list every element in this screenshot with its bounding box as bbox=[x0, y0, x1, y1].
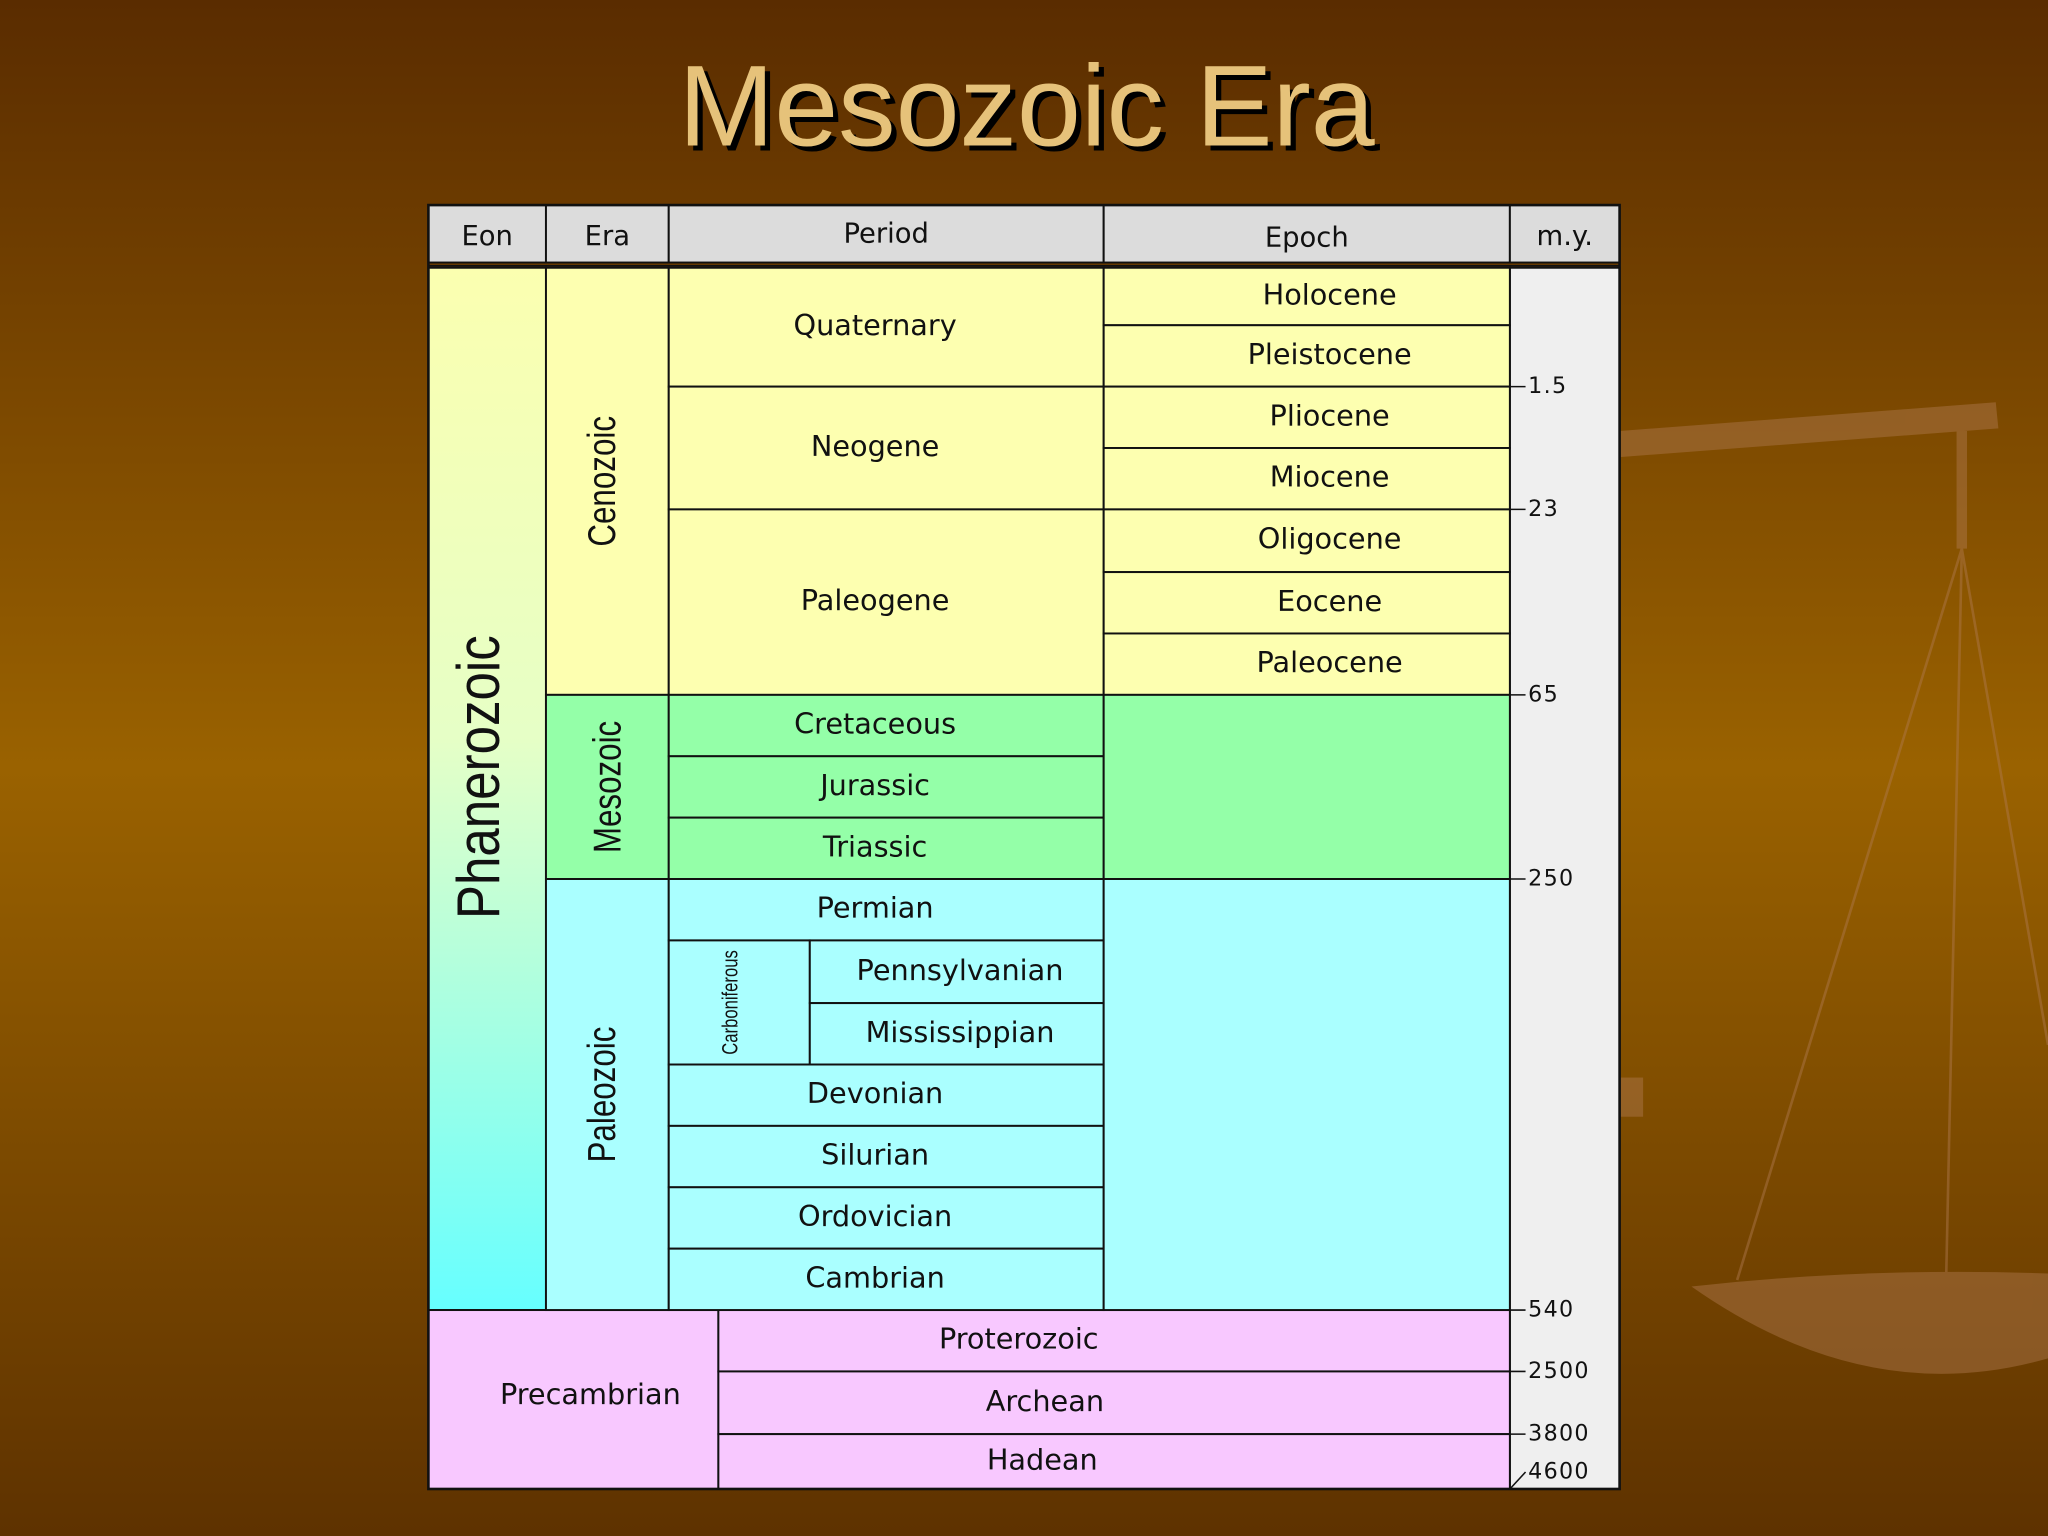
cell-label: Miocene bbox=[1270, 460, 1390, 494]
cell bbox=[717, 1309, 1511, 1373]
my-column bbox=[1508, 266, 1621, 1490]
header-cell bbox=[667, 204, 1105, 264]
cell bbox=[667, 693, 1105, 758]
cell bbox=[1102, 324, 1511, 388]
cell bbox=[667, 508, 1105, 696]
cell bbox=[1102, 693, 1511, 880]
cell bbox=[427, 1309, 720, 1490]
cell-label: Pleistocene bbox=[1248, 337, 1412, 371]
cell-label: Archean bbox=[986, 1384, 1104, 1418]
cell bbox=[1102, 632, 1511, 696]
header-label: m.y. bbox=[1537, 221, 1593, 252]
eon-cell bbox=[427, 266, 547, 1312]
cell bbox=[667, 266, 1105, 388]
title: Mesozoic Era bbox=[679, 42, 1375, 170]
my-label: 540 bbox=[1528, 1297, 1574, 1323]
cell-label: Cambrian bbox=[805, 1260, 944, 1294]
cell-label: Hadean bbox=[987, 1443, 1098, 1477]
cell bbox=[808, 939, 1105, 1005]
cell-label: Quaternary bbox=[793, 308, 956, 342]
table-border bbox=[427, 203, 1621, 1491]
cell-label: Paleozoic bbox=[580, 1027, 624, 1163]
title-shadow: Mesozoic Era bbox=[684, 48, 1380, 176]
cell bbox=[717, 1370, 1511, 1436]
my-label: 4600 bbox=[1528, 1459, 1590, 1485]
cell bbox=[667, 878, 1105, 942]
scale-decoration bbox=[1619, 402, 2048, 1374]
cell-label: Carboniferous bbox=[718, 950, 743, 1055]
my-label: 250 bbox=[1528, 866, 1574, 892]
eon-label: Phanerozoic bbox=[445, 635, 512, 919]
my-label: 3800 bbox=[1528, 1421, 1590, 1447]
cell bbox=[544, 693, 670, 880]
cell-label: Paleocene bbox=[1257, 645, 1403, 679]
cell-label: Cretaceous bbox=[794, 707, 956, 741]
eon-label: Precambrian bbox=[500, 1377, 681, 1411]
my-label: 2500 bbox=[1528, 1358, 1590, 1384]
cell-label: Paleogene bbox=[801, 583, 950, 617]
header-label: Eon bbox=[461, 221, 512, 252]
cell-label: Pennsylvanian bbox=[857, 953, 1064, 987]
cell-label: Neogene bbox=[811, 429, 940, 463]
cell bbox=[544, 878, 670, 1312]
cell-label: Triassic bbox=[822, 829, 927, 863]
header-label: Epoch bbox=[1265, 223, 1349, 254]
cell-label: Cenozoic bbox=[580, 416, 624, 547]
cell bbox=[1102, 508, 1511, 574]
cell-label: Oligocene bbox=[1258, 522, 1402, 556]
cell-label: Mesozoic bbox=[585, 721, 629, 853]
cell-label: Proterozoic bbox=[939, 1322, 1099, 1356]
cell-label: Eocene bbox=[1277, 584, 1382, 618]
cell bbox=[1102, 385, 1511, 449]
cell bbox=[667, 816, 1105, 880]
my-label: 65 bbox=[1528, 681, 1559, 707]
cell bbox=[1102, 266, 1511, 327]
cell bbox=[667, 385, 1105, 511]
cell bbox=[667, 1063, 1105, 1127]
header-label: Era bbox=[585, 221, 630, 252]
cell bbox=[1102, 878, 1511, 1312]
header-label: Period bbox=[843, 219, 928, 250]
cell bbox=[1102, 571, 1511, 635]
time-scale-table: Eon Era Period Epoch m.y. Phanerozoic Precambr… bbox=[427, 203, 1621, 1491]
cell bbox=[717, 1433, 1511, 1490]
cell bbox=[667, 1186, 1105, 1250]
cell bbox=[667, 1124, 1105, 1189]
cell-label: Permian bbox=[817, 891, 934, 925]
cell-label: Ordovician bbox=[798, 1199, 952, 1233]
cell-label: Jurassic bbox=[818, 768, 930, 802]
cell bbox=[667, 939, 811, 1066]
cell-label: Pliocene bbox=[1270, 398, 1390, 432]
cell-label: Mississippian bbox=[866, 1015, 1055, 1049]
my-label: 23 bbox=[1528, 496, 1559, 522]
cell bbox=[544, 266, 670, 696]
my-label: 1.5 bbox=[1528, 373, 1567, 399]
cell-label: Holocene bbox=[1263, 277, 1397, 311]
tick bbox=[1509, 1471, 1527, 1490]
cell-label: Devonian bbox=[807, 1076, 943, 1110]
cell-label: Silurian bbox=[821, 1138, 929, 1172]
